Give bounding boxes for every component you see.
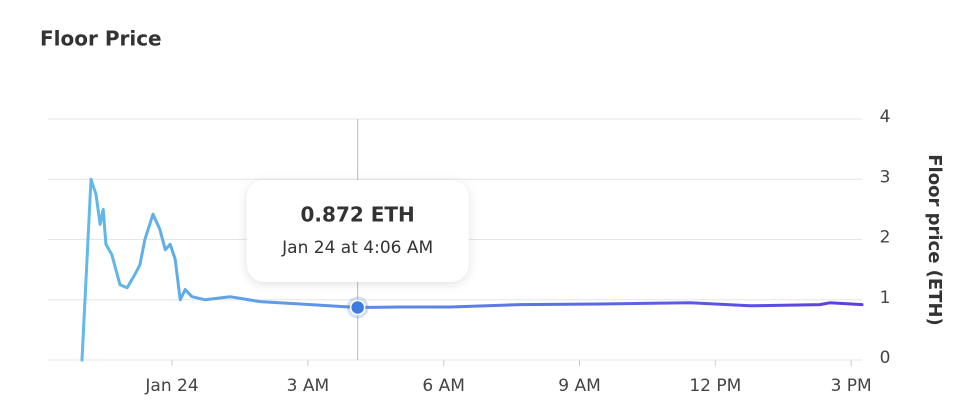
chart-title: Floor Price [40,27,162,51]
x-tick-label: 3 AM [287,376,330,396]
tooltip [246,180,469,282]
x-tick-label: 3 PM [831,376,872,396]
hover-point [349,299,366,316]
y-tick-label: 2 [880,228,891,248]
x-tick-label: 9 AM [558,376,601,396]
y-tick-label: 0 [880,348,891,368]
tooltip-value: 0.872 ETH [301,203,415,227]
y-tick-label: 3 [880,167,891,187]
y-tick-label: 1 [880,288,891,308]
x-tick-label: 6 AM [422,376,465,396]
tooltip-date: Jan 24 at 4:06 AM [281,238,433,258]
x-tick-label: 12 PM [689,376,741,396]
y-tick-label: 4 [880,107,891,127]
price-line [80,177,864,362]
x-tick-label: Jan 24 [144,376,198,396]
y-axis-title: Floor price (ETH) [924,154,945,326]
